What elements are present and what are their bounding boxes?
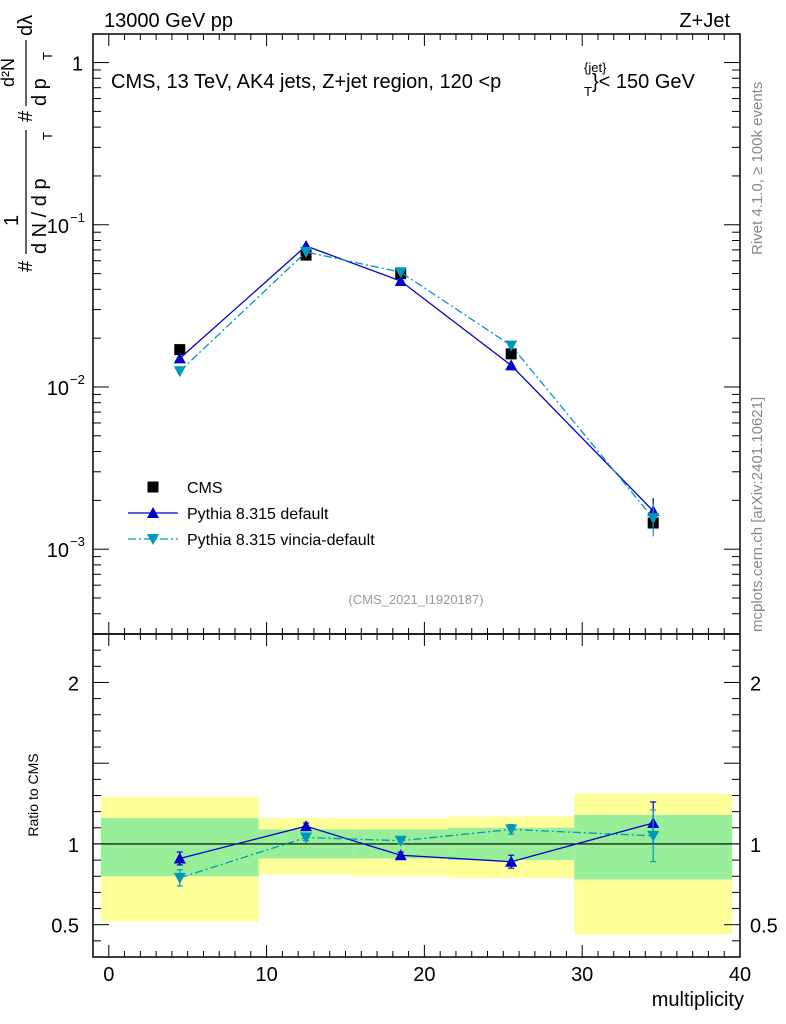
ratio-y-tick-label: 0.5 xyxy=(51,916,79,938)
ylabel-dp: d p xyxy=(29,78,51,106)
ratio-point-default xyxy=(300,820,313,832)
ylabel-hash1: # xyxy=(15,260,37,272)
main-point-vincia xyxy=(300,246,313,258)
main-point-vincia xyxy=(647,513,660,525)
header-left-label: 13000 GeV pp xyxy=(104,10,233,32)
ratio-band-stat-0 xyxy=(100,818,259,877)
main-panel-series xyxy=(173,239,660,537)
ylabel-t2: T xyxy=(40,52,55,60)
main-panel-frame: 110−110−210−3 xyxy=(47,33,741,635)
ratio-point-vincia xyxy=(394,835,407,847)
ratio-point-vincia xyxy=(505,824,518,836)
ratio-y-tick-label-right: 1 xyxy=(750,835,761,857)
ratio-y-tick-label: 1 xyxy=(68,835,79,857)
mcplots-label: mcplots.cern.ch [arXiv:2401.10621] xyxy=(749,397,766,632)
legend-marker-vincia xyxy=(147,534,159,545)
main-y-tick-label: 10 xyxy=(47,378,69,400)
main-point-vincia xyxy=(173,366,186,378)
ratio-point-vincia xyxy=(647,830,660,842)
legend-label-2: Pythia 8.315 vincia-default xyxy=(187,532,375,549)
ylabel-t1: T xyxy=(40,132,55,140)
main-y-tick-exponent: −2 xyxy=(70,372,85,387)
legend-marker-cms xyxy=(147,481,159,493)
ratio-y-axis-label: Ratio to CMS xyxy=(25,753,41,836)
ratio-point-default xyxy=(394,849,407,861)
legend-label-0: CMS xyxy=(187,480,223,497)
ratio-point-default xyxy=(173,852,186,864)
ylabel-one: 1 xyxy=(1,215,23,226)
main-title-tail: }< 150 GeV xyxy=(592,71,696,93)
main-y-tick-exponent: −1 xyxy=(70,210,85,225)
ylabel-d2n: d²N xyxy=(0,58,18,87)
ratio-point-vincia xyxy=(173,872,186,884)
main-title-sup: {jet} xyxy=(584,60,607,75)
ratio-panel-frame: 0 10 20 30 40 0.5 0.5 1 1 2 2 xyxy=(51,633,778,986)
x-tick-label: 0 xyxy=(103,964,114,986)
header-right-label: Z+Jet xyxy=(679,10,730,32)
ratio-uncertainty-bands xyxy=(100,793,733,935)
main-point-cms xyxy=(174,344,186,356)
x-tick-label: 40 xyxy=(729,964,751,986)
main-point-default xyxy=(173,352,186,364)
legend: CMS Pythia 8.315 default Pythia 8.315 vinc… xyxy=(128,480,375,549)
main-point-vincia xyxy=(505,340,518,352)
main-title-sub: T xyxy=(584,84,592,99)
legend-marker-default xyxy=(147,507,159,518)
main-y-axis-label: # 1 d N / d p T # d²N d p T dλ xyxy=(0,15,55,272)
x-tick-label: 10 xyxy=(255,964,277,986)
x-tick-label: 30 xyxy=(571,964,593,986)
main-y-tick-label: 1 xyxy=(72,54,83,76)
ratio-y-tick-label-right: 0.5 xyxy=(750,916,778,938)
main-point-default xyxy=(505,359,518,371)
main-title: CMS, 13 TeV, AK4 jets, Z+jet region, 120… xyxy=(111,60,696,99)
main-point-default xyxy=(394,275,407,287)
ratio-y-tick-label-right: 2 xyxy=(750,673,761,695)
ratio-point-default xyxy=(505,855,518,867)
ratio-panel-series xyxy=(173,801,660,887)
main-y-tick-exponent: −3 xyxy=(70,534,85,549)
main-title-text: CMS, 13 TeV, AK4 jets, Z+jet region, 120… xyxy=(111,71,501,93)
watermark: (CMS_2021_I1920187) xyxy=(348,592,483,607)
ylabel-dlambda: dλ xyxy=(15,15,37,36)
main-point-cms xyxy=(505,348,517,360)
x-tick-label: 20 xyxy=(413,964,435,986)
ylabel-hash2: # xyxy=(15,110,37,122)
ratio-point-vincia xyxy=(300,832,313,844)
rivet-label: Rivet 4.1.0, ≥ 100k events xyxy=(749,82,766,255)
ratio-y-tick-label: 2 xyxy=(68,673,79,695)
main-point-vincia xyxy=(394,267,407,279)
main-series-line-2 xyxy=(179,251,654,519)
x-axis-label: multiplicity xyxy=(652,989,744,1011)
main-y-tick-label: 10 xyxy=(47,216,69,238)
main-series-line-1 xyxy=(179,245,654,512)
ylabel-dn: d N / d p xyxy=(29,178,51,254)
legend-label-1: Pythia 8.315 default xyxy=(187,506,329,523)
main-y-tick-label: 10 xyxy=(47,540,69,562)
